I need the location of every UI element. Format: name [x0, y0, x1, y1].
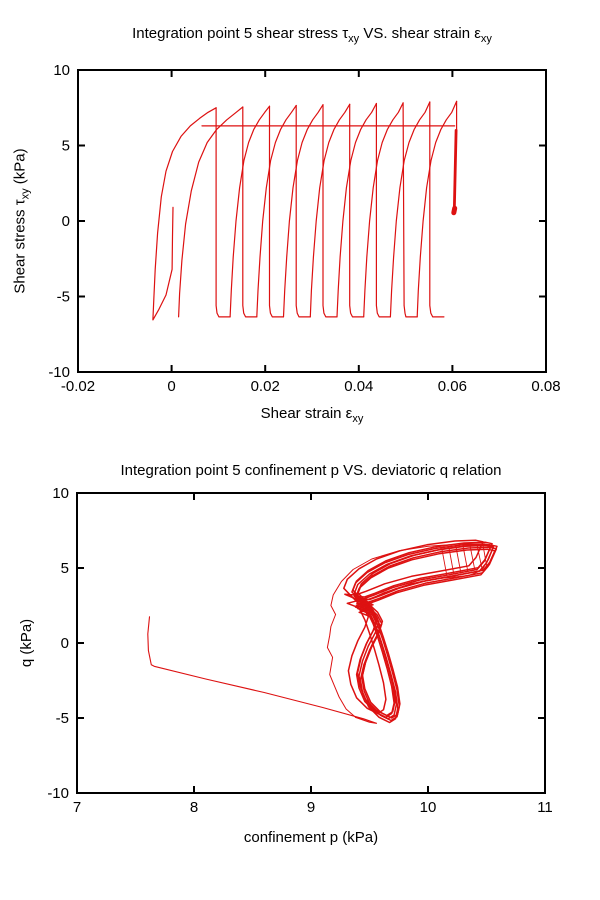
plot2-curve-steady-cycle-core-loop-rep3 [354, 548, 496, 724]
plot2-y-tick-label: 5 [61, 560, 69, 577]
plot1-curve-unload-drop-c3 [295, 104, 311, 318]
plot2-box [76, 492, 546, 794]
plot1-y-tick-label: 0 [62, 213, 70, 230]
plot2-x-tick-label: 9 [307, 799, 315, 816]
plot1-x-tick-label: 0.06 [438, 378, 467, 395]
plot1-y-tick-label: -10 [48, 364, 70, 381]
plot1-curve-unload-drop-c7 [402, 102, 418, 318]
plot2-x-tick-label: 11 [537, 799, 553, 816]
plot2-curve-steady-cycle-core-loop-rep6 [343, 539, 484, 715]
plot2-title: Integration point 5 confinement p VS. de… [120, 462, 502, 479]
plot2-x-tick-label: 10 [420, 799, 437, 816]
plot1-x-tick-label: 0.02 [251, 378, 280, 395]
plot1-y-tick-label: -5 [57, 289, 70, 306]
plot1-curve-reload-branch-cycle5 [309, 103, 351, 318]
plot1-curve-final-drop-thick [452, 128, 458, 212]
plot1-box [77, 69, 547, 373]
plot1-curve-unload-drop-c1 [242, 106, 258, 318]
plot1-x-axis-label: Shear strain εxy [260, 405, 364, 425]
plot2-y-tick-label: 0 [61, 635, 69, 652]
plot1-curve-reload-branch-cycle7 [363, 102, 404, 318]
plot2-curve-fan-line-1 [441, 549, 448, 576]
plot1-curve-reload-branch-cycle3 [256, 104, 297, 318]
plot1-y-tick-label: 5 [62, 138, 70, 155]
plot2-curve-fan-line-6 [476, 545, 483, 569]
plot1-curve-reload-branch-cycle6 [336, 102, 377, 318]
plot1-curve-initial-loading-loop [152, 107, 217, 321]
plot1-curve-unload-drop-c0 [215, 107, 231, 318]
plot1-curve-unload-drop-c2 [268, 105, 285, 318]
plot2-y-axis-label: q (kPa) [17, 618, 35, 668]
plot1-curve-unload-drop-c8 [429, 101, 445, 318]
plot1-curve-unload-drop-c6 [375, 102, 391, 318]
plot2-curve-steady-cycle-core-loop-rep4 [352, 541, 493, 717]
plot1-title: Integration point 5 shear stress τxy VS.… [132, 25, 492, 45]
plot2-curve-initial-consolidation-path [147, 616, 378, 724]
plot1-x-tick-label: -0.02 [61, 378, 95, 395]
plot2-curve-fan-line-4 [462, 546, 469, 572]
plot1-curve-reload-branch-cycle2 [229, 105, 271, 318]
plot1-x-tick-label: 0.08 [531, 378, 560, 395]
plot1-curve-final-end-blob [451, 205, 458, 216]
plot2-curve-fan-line-5 [469, 545, 476, 571]
plot2-curve-fan-line-7 [482, 544, 487, 566]
plot2-y-tick-label: -10 [47, 785, 69, 802]
plot1-x-tick-label: 0 [167, 378, 175, 395]
plot2-x-tick-label: 8 [190, 799, 198, 816]
plot1-curve-reload-branch-cycle8 [389, 101, 431, 318]
plot1-curve-reload-branch-cycle9 [416, 100, 458, 318]
plot2-y-tick-label: 10 [52, 485, 69, 502]
plot1-curve-unload-drop-c5 [349, 103, 365, 318]
plot1-curve-reload-branch-cycle1 [178, 106, 244, 318]
plot1-curve-reload-branch-cycle4 [282, 104, 324, 318]
plot1-y-axis-label: Shear stress τxy (kPa) [11, 148, 32, 294]
plot2-x-tick-label: 7 [73, 799, 81, 816]
plot2-curve-steady-cycle-core-loop-rep5 [357, 544, 498, 719]
plot2-y-tick-label: -5 [56, 710, 69, 727]
plot1-y-tick-label: 10 [53, 62, 70, 79]
plot2-curve-fan-line-2 [448, 548, 455, 575]
plot2-x-axis-label: confinement p (kPa) [243, 829, 379, 846]
plot1-x-tick-label: 0.04 [344, 378, 373, 395]
plot2-curve-fan-line-3 [455, 547, 462, 573]
plot1-curve-unload-drop-c4 [322, 104, 338, 318]
